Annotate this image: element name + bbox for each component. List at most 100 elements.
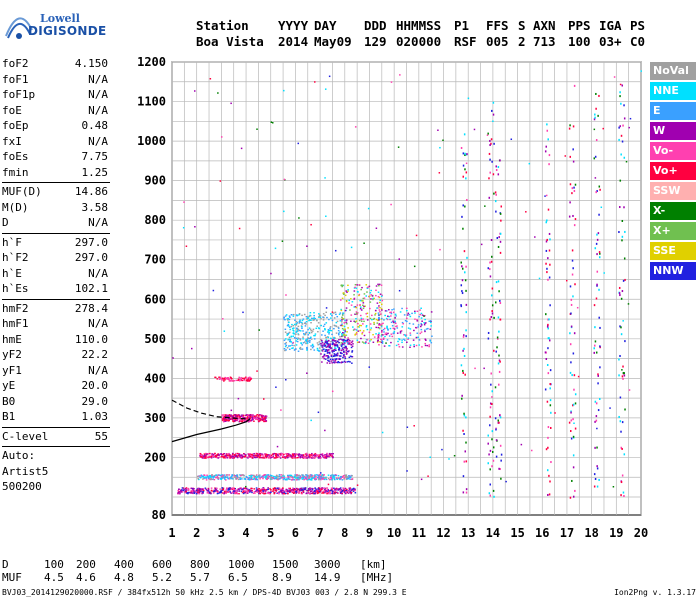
echo-point: [224, 479, 227, 481]
echo-point: [343, 474, 345, 477]
echo-point: [343, 488, 345, 490]
echo-point: [234, 487, 236, 490]
echo-point: [349, 340, 351, 342]
echo-point: [250, 475, 253, 478]
echo-point: [296, 474, 298, 476]
echo-point: [371, 318, 373, 321]
echo-point: [492, 450, 494, 453]
echo-point: [431, 335, 433, 337]
echo-point: [261, 416, 264, 419]
echo-point: [248, 414, 251, 416]
echo-point: [334, 345, 336, 347]
echo-point: [377, 334, 380, 337]
echo-point: [324, 334, 326, 337]
row-value: 3000: [314, 558, 341, 571]
echo-point: [546, 238, 548, 241]
legend-item-sse: SSE: [650, 242, 696, 260]
echo-point: [222, 417, 225, 420]
echo-point: [387, 308, 390, 311]
echo-point: [314, 487, 316, 489]
echo-point: [225, 415, 228, 418]
echo-point: [366, 287, 369, 290]
echo-point: [269, 474, 272, 476]
echo-point: [218, 376, 220, 378]
echo-point: [297, 454, 300, 457]
echo-point: [335, 313, 337, 316]
echo-point: [247, 376, 250, 379]
echo-point: [372, 318, 375, 321]
echo-point: [333, 475, 335, 478]
param-name: yE: [2, 379, 16, 392]
echo-point: [499, 302, 502, 305]
x-tick-label: 10: [387, 526, 401, 540]
echo-point: [354, 488, 356, 490]
echo-point: [252, 474, 254, 477]
echo-point: [230, 488, 233, 491]
noise-point: [334, 249, 337, 252]
echo-point: [495, 210, 497, 213]
noise-point: [398, 258, 401, 260]
echo-point: [219, 376, 221, 378]
noise-point: [427, 475, 429, 477]
echo-point: [378, 296, 381, 299]
row-value: 6.5: [228, 571, 248, 584]
echo-point: [344, 340, 347, 343]
echo-point: [290, 325, 293, 328]
echo-point: [283, 348, 286, 350]
echo-point: [366, 315, 369, 318]
echo-point: [262, 477, 264, 480]
echo-point: [329, 329, 331, 332]
echo-point: [275, 477, 277, 480]
echo-point: [215, 490, 218, 492]
echo-point: [340, 321, 343, 323]
echo-point: [314, 334, 316, 337]
y-tick-label: 700: [144, 253, 166, 267]
echo-point: [341, 342, 344, 345]
echo-point: [184, 490, 187, 492]
echo-point: [258, 417, 260, 420]
echo-point: [326, 316, 328, 319]
echo-point: [345, 347, 348, 349]
echo-point: [597, 382, 599, 385]
echo-point: [568, 421, 571, 424]
echo-point: [267, 474, 270, 476]
echo-point: [322, 313, 325, 315]
echo-point: [350, 491, 353, 494]
echo-point: [206, 475, 209, 477]
echo-point: [237, 414, 239, 416]
echo-point: [349, 478, 351, 480]
echo-point: [331, 478, 334, 480]
echo-point: [412, 323, 415, 325]
echo-point: [339, 336, 341, 338]
echo-point: [282, 478, 285, 481]
echo-point: [202, 478, 204, 480]
echo-point: [239, 487, 241, 490]
echo-point: [498, 290, 500, 293]
echo-point: [618, 231, 620, 234]
echo-point: [290, 479, 293, 481]
echo-point: [621, 447, 623, 450]
echo-point: [547, 493, 549, 496]
echo-point: [274, 489, 277, 492]
echo-point: [574, 427, 577, 430]
echo-point: [225, 414, 227, 417]
echo-point: [270, 454, 273, 457]
echo-point: [251, 414, 254, 417]
echo-point: [273, 477, 276, 480]
param-row: foEs 7.75: [2, 149, 108, 165]
echo-point: [573, 189, 576, 192]
echo-point: [222, 414, 225, 416]
echo-point: [322, 319, 325, 321]
echo-point: [414, 318, 416, 320]
echo-point: [311, 455, 314, 457]
echo-point: [272, 489, 275, 491]
echo-point: [571, 273, 574, 276]
noise-point: [534, 236, 536, 238]
echo-point: [327, 489, 330, 491]
echo-point: [546, 325, 549, 328]
echo-point: [248, 419, 251, 421]
echo-point: [316, 474, 318, 476]
echo-point: [236, 492, 239, 495]
echo-point: [355, 306, 358, 309]
echo-point: [370, 327, 373, 329]
